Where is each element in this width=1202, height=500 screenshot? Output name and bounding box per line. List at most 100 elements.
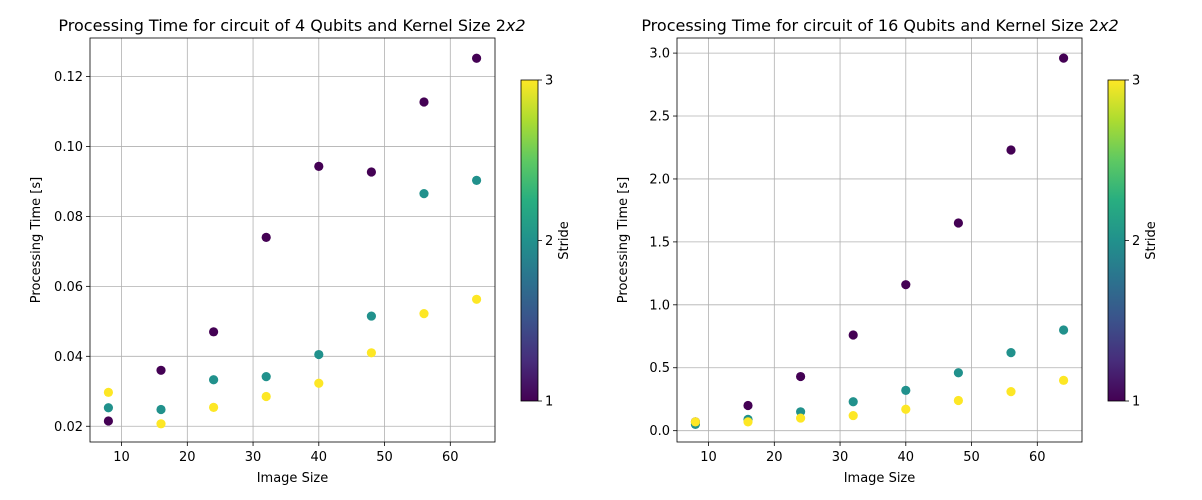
data-point-stride-3 — [1058, 375, 1069, 385]
y-tick-label: 0.08 — [54, 210, 83, 225]
y-tick-label: 0.04 — [54, 350, 83, 365]
y-tick-label: 0.12 — [54, 70, 83, 85]
colorbar-tick-label: 3 — [545, 74, 553, 89]
data-point-stride-3 — [419, 309, 429, 319]
colorbar: 1 2 3 Stride — [520, 74, 572, 410]
colorbar-tick-label: 1 — [545, 395, 553, 410]
data-point-stride-2 — [366, 311, 376, 321]
data-point-stride-2 — [1006, 348, 1016, 358]
data-point-stride-3 — [690, 417, 701, 427]
data-point-stride-1 — [314, 161, 324, 171]
x-tick-label: 30 — [245, 450, 262, 465]
data-point-stride-2 — [471, 175, 482, 185]
data-point-stride-2 — [419, 189, 429, 199]
data-point-stride-3 — [1006, 387, 1016, 397]
colorbar: 1 2 3 Stride — [1107, 74, 1159, 410]
x-tick-label: 40 — [311, 450, 328, 465]
colorbar-tick-label: 3 — [1132, 74, 1140, 89]
data-point-stride-3 — [743, 417, 753, 427]
y-tick-label: 3.0 — [649, 47, 670, 62]
data-point-stride-3 — [261, 391, 271, 402]
colorbar-gradient — [1108, 80, 1125, 401]
colorbar-label: Stride — [1144, 221, 1159, 260]
data-point-stride-2 — [209, 375, 219, 385]
x-tick-label: 10 — [700, 450, 717, 465]
data-point-stride-1 — [848, 330, 858, 340]
data-point-stride-3 — [848, 410, 858, 421]
data-point-stride-1 — [953, 218, 963, 228]
x-tick-label: 40 — [898, 450, 915, 465]
x-axis-label: Image Size — [844, 471, 916, 486]
data-point-stride-2 — [901, 385, 911, 395]
plot-area-frame — [89, 37, 496, 443]
data-point-stride-1 — [103, 416, 114, 426]
x-tick-label: 50 — [963, 450, 980, 465]
y-tick-label: 0.06 — [54, 280, 83, 295]
data-point-stride-2 — [953, 368, 963, 378]
data-point-stride-1 — [366, 167, 376, 177]
data-point-stride-1 — [209, 327, 219, 337]
data-point-stride-3 — [366, 348, 376, 358]
data-point-stride-1 — [901, 280, 911, 290]
colorbar-tick-label: 1 — [1132, 395, 1140, 410]
data-point-stride-1 — [796, 371, 806, 382]
data-point-stride-3 — [796, 413, 806, 423]
y-tick-label: 0.02 — [54, 420, 83, 435]
data-point-stride-1 — [743, 400, 753, 411]
chart-title: Processing Time for circuit of 4 Qubits … — [58, 16, 525, 35]
x-tick-label: 20 — [179, 450, 196, 465]
colorbar-tick-label: 2 — [1132, 234, 1140, 249]
data-points — [103, 53, 482, 429]
data-point-stride-2 — [156, 404, 166, 415]
data-point-stride-1 — [1006, 145, 1016, 155]
data-point-stride-3 — [209, 402, 219, 412]
data-point-stride-1 — [471, 53, 482, 63]
data-point-stride-2 — [314, 349, 324, 360]
data-point-stride-1 — [419, 97, 429, 107]
data-point-stride-3 — [156, 419, 166, 429]
tick-layer: 10 20 30 40 50 60 0.0 0.5 1.0 1.5 2.0 2.5 3.0 — [649, 47, 1045, 465]
colorbar-tick-label: 2 — [545, 234, 553, 249]
y-tick-label: 0.0 — [649, 424, 670, 439]
data-point-stride-2 — [103, 403, 114, 413]
data-point-stride-3 — [103, 387, 114, 397]
grid-layer — [677, 38, 1082, 442]
data-point-stride-1 — [261, 232, 271, 242]
data-points — [690, 53, 1069, 429]
data-point-stride-3 — [953, 395, 963, 406]
chart-4-qubits: Processing Time for circuit of 4 Qubits … — [29, 16, 572, 486]
colorbar-gradient — [521, 80, 538, 401]
x-tick-label: 30 — [832, 450, 849, 465]
y-tick-label: 1.0 — [649, 298, 670, 313]
data-point-stride-3 — [314, 378, 324, 388]
x-axis-label: Image Size — [257, 471, 329, 486]
x-tick-label: 60 — [442, 450, 459, 465]
plot-area-frame — [676, 37, 1083, 443]
data-point-stride-2 — [261, 371, 271, 382]
data-point-stride-1 — [1058, 53, 1069, 63]
x-tick-label: 10 — [113, 450, 130, 465]
y-axis-label: Processing Time [s] — [616, 177, 631, 303]
x-tick-label: 60 — [1029, 450, 1046, 465]
tick-layer: 10 20 30 40 50 60 0.02 0.04 0.06 0.08 0.10 0.12 — [54, 70, 459, 465]
x-tick-label: 20 — [766, 450, 783, 465]
x-tick-label: 50 — [376, 450, 393, 465]
data-point-stride-2 — [848, 397, 858, 407]
colorbar-label: Stride — [557, 221, 572, 260]
data-point-stride-2 — [1058, 325, 1069, 335]
y-tick-label: 2.5 — [649, 110, 670, 125]
data-point-stride-3 — [901, 404, 911, 414]
colorbar-ticks: 1 2 3 — [538, 74, 553, 410]
grid-layer — [90, 38, 495, 442]
y-tick-label: 0.10 — [54, 140, 83, 155]
chart-title: Processing Time for circuit of 16 Qubits… — [641, 16, 1118, 35]
data-point-stride-3 — [471, 294, 482, 304]
data-point-stride-2 — [796, 407, 806, 417]
colorbar-ticks: 1 2 3 — [1125, 74, 1140, 410]
y-tick-label: 1.5 — [649, 235, 670, 250]
y-tick-label: 0.5 — [649, 361, 670, 376]
data-point-stride-1 — [156, 365, 166, 375]
y-axis-label: Processing Time [s] — [29, 177, 44, 303]
chart-16-qubits: Processing Time for circuit of 16 Qubits… — [616, 16, 1159, 486]
